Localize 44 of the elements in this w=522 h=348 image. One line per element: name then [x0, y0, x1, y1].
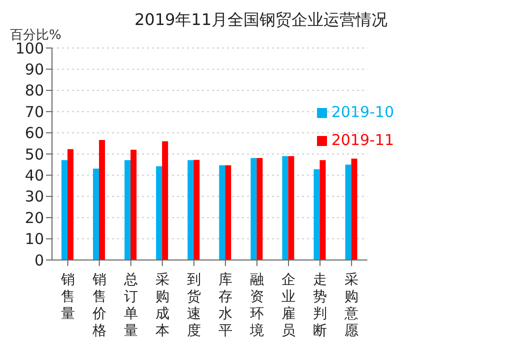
x-tick-label: 总订单量	[122, 272, 138, 339]
bar	[188, 160, 194, 260]
bar	[345, 164, 352, 260]
x-tick-label: 采购成本	[155, 272, 170, 339]
x-tick-label: 销售量	[60, 272, 75, 322]
bar	[250, 158, 257, 260]
bar	[156, 166, 162, 260]
bar	[351, 158, 358, 260]
legend-label: 2019-11	[331, 131, 394, 149]
bar	[282, 156, 288, 260]
y-tick-label: 40	[24, 166, 44, 185]
y-axis-title: 百分比%	[10, 27, 62, 43]
y-tick-label: 20	[24, 208, 44, 227]
bar	[219, 165, 226, 260]
bar	[67, 149, 74, 260]
y-tick-label: 30	[24, 188, 44, 206]
y-tick-label: 0	[34, 251, 44, 270]
x-tick-label: 走势判断	[313, 272, 328, 339]
bar	[194, 160, 200, 260]
chart-title: 2019年11月全国钢贸企业运营情况	[134, 10, 388, 29]
bar	[130, 150, 137, 260]
x-tick-label: 企业雇员	[281, 272, 296, 339]
x-tick-label: 销售价格	[91, 272, 106, 339]
bar	[162, 141, 168, 260]
bar	[288, 156, 294, 260]
x-tick-label: 采购意愿	[344, 272, 359, 339]
y-tick-label: 50	[24, 145, 44, 164]
y-tick-label: 60	[24, 124, 44, 142]
bar	[61, 160, 68, 260]
legend-label: 2019-10	[331, 103, 394, 121]
x-tick-label: 融资环境	[248, 272, 264, 339]
y-tick-label: 10	[24, 230, 44, 248]
y-tick-label: 80	[24, 82, 44, 100]
x-tick-label: 到货速度	[186, 272, 201, 339]
bar	[256, 158, 263, 260]
bar	[98, 140, 105, 260]
bar	[314, 169, 320, 260]
bar	[92, 168, 99, 260]
bar	[225, 165, 232, 260]
bar	[124, 160, 131, 260]
y-tick-label: 70	[24, 102, 44, 121]
bar	[320, 160, 326, 260]
x-tick-label: 库存水平	[218, 272, 232, 339]
y-tick-label: 90	[24, 60, 44, 79]
